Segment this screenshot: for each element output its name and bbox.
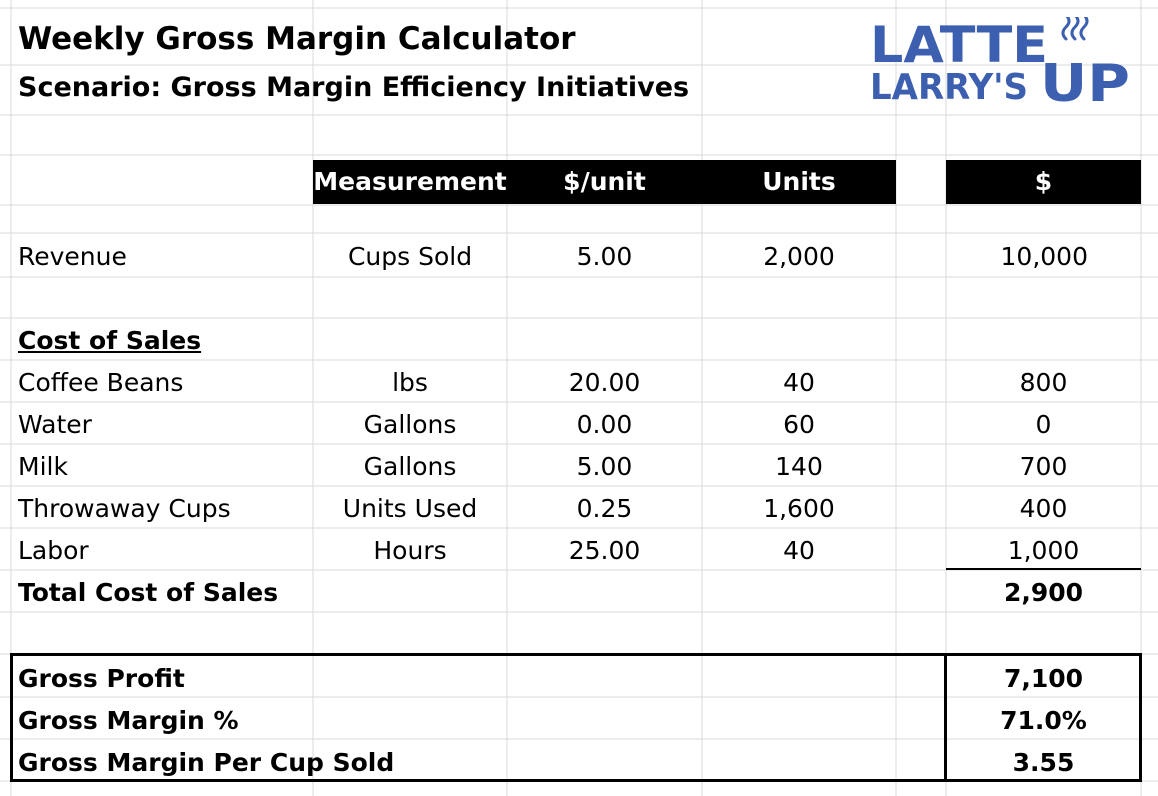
cost-amount: 400 (1019, 494, 1068, 523)
header-measurement: Measurement (313, 160, 507, 204)
revenue-per-unit: 5.00 (576, 242, 633, 271)
header-units: Units (762, 167, 836, 196)
cost-units: 60 (783, 410, 815, 439)
cost-per-unit: 5.00 (576, 452, 633, 481)
header-amount: $ (946, 160, 1141, 204)
cost-measurement: Gallons (363, 452, 457, 481)
cost-measurement: Gallons (363, 410, 457, 439)
gross-margin-pct-amount: 71.0% (1000, 706, 1087, 735)
svg-text:LATTE: LATTE (870, 17, 1048, 74)
gross-margin-pct-label: Gross Margin % (18, 706, 239, 735)
cost-per-unit: 0.00 (576, 410, 633, 439)
cost-per-unit: 0.25 (576, 494, 633, 523)
gross-profit-amount: 7,100 (1003, 664, 1084, 693)
revenue-label: Revenue (18, 242, 127, 271)
cost-label: Milk (18, 452, 68, 481)
cost-label: Labor (18, 536, 89, 565)
cost-amount: 800 (1019, 368, 1068, 397)
cost-amount: 1,000 (1007, 536, 1080, 565)
cost-units: 40 (783, 368, 815, 397)
cost-amount: 700 (1019, 452, 1068, 481)
cost-measurement: Units Used (342, 494, 478, 523)
gross-margin-per-cup-amount: 3.55 (1012, 748, 1075, 777)
cost-measurement: Hours (373, 536, 447, 565)
svg-text:UP: UP (1040, 54, 1130, 107)
header-per-unit: $/unit (563, 167, 646, 196)
total-divider (946, 568, 1141, 570)
steam-icon (1061, 17, 1089, 41)
cost-of-sales-heading: Cost of Sales (18, 326, 202, 355)
page-title: Weekly Gross Margin Calculator (18, 21, 576, 57)
cost-units: 140 (775, 452, 823, 481)
cost-label: Water (18, 410, 92, 439)
gross-margin-per-cup-label: Gross Margin Per Cup Sold (18, 748, 395, 777)
cost-label: Coffee Beans (18, 368, 184, 397)
cost-units: 1,600 (763, 494, 835, 523)
cost-label: Throwaway Cups (18, 494, 231, 523)
cost-per-unit: 20.00 (568, 368, 641, 397)
revenue-measurement: Cups Sold (347, 242, 473, 271)
svg-text:LARRY'S: LARRY'S (870, 67, 1028, 107)
total-cost-label: Total Cost of Sales (18, 578, 279, 607)
scenario-subtitle: Scenario: Gross Margin Efficiency Initia… (18, 72, 690, 103)
summary-amount-box (944, 653, 1142, 782)
cost-units: 40 (783, 536, 815, 565)
cost-amount: 0 (1035, 410, 1052, 439)
revenue-amount: 10,000 (1000, 242, 1088, 271)
latte-larrys-up-logo: LATTE LARRY'S UP (870, 17, 1130, 107)
gross-profit-label: Gross Profit (18, 664, 185, 693)
cost-measurement: lbs (392, 368, 428, 397)
total-cost-amount: 2,900 (1003, 578, 1084, 607)
cost-per-unit: 25.00 (568, 536, 641, 565)
revenue-units: 2,000 (763, 242, 835, 271)
